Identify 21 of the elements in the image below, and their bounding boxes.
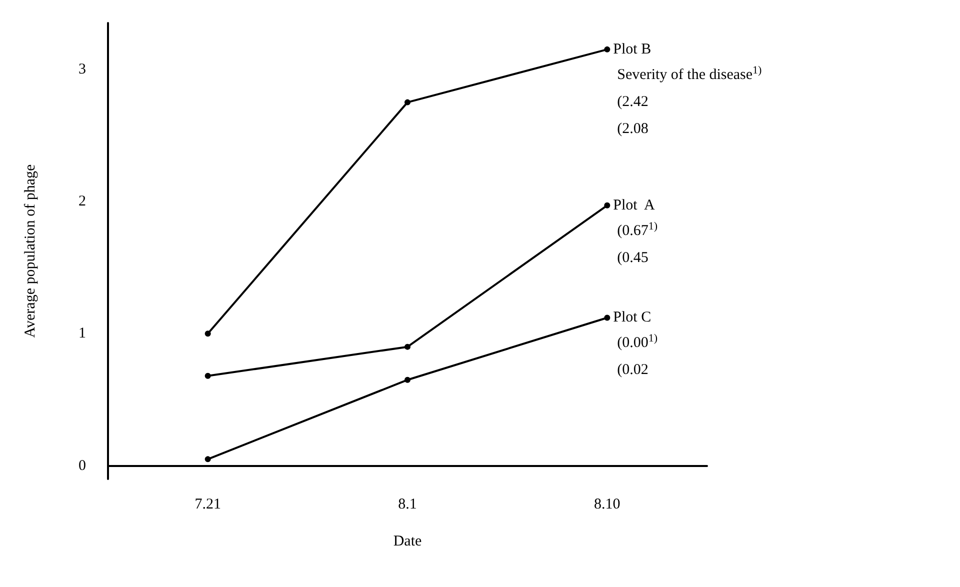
series-label: Plot B bbox=[613, 41, 652, 58]
y-tick-label: 0 bbox=[78, 458, 86, 474]
point bbox=[404, 344, 410, 350]
series-label: Plot C bbox=[613, 310, 652, 326]
point bbox=[404, 99, 410, 106]
y-tick-label: 3 bbox=[78, 61, 86, 78]
x-tick-label: 7.21 bbox=[194, 496, 221, 512]
point bbox=[604, 202, 610, 208]
point bbox=[604, 46, 610, 52]
point bbox=[604, 314, 610, 321]
point bbox=[204, 456, 211, 462]
y-tick-label: 2 bbox=[78, 193, 86, 210]
point bbox=[204, 372, 211, 379]
series-label: Plot A bbox=[613, 197, 656, 214]
point bbox=[404, 376, 410, 383]
x-axis-title: Date bbox=[393, 534, 422, 550]
y-axis-title: Average population of phage bbox=[22, 164, 38, 338]
y-tick-label: 1 bbox=[78, 326, 86, 342]
x-tick-label: 8.10 bbox=[594, 496, 620, 512]
x-tick-label: 8.1 bbox=[398, 496, 417, 512]
point bbox=[204, 330, 211, 337]
